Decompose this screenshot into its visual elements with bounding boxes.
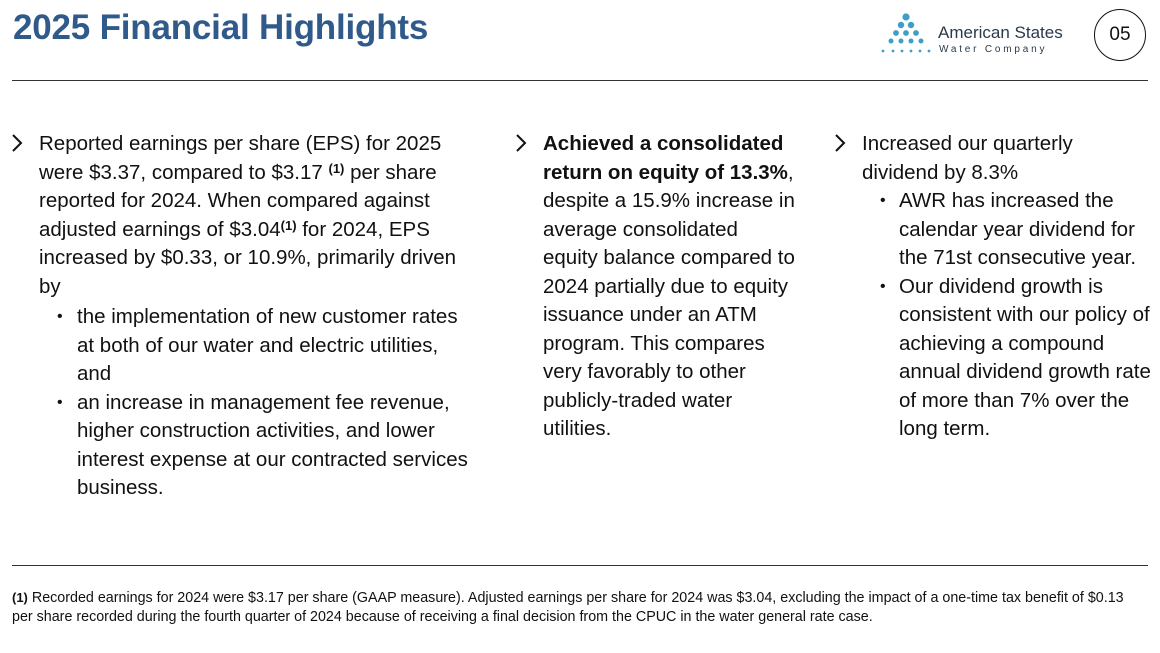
list-item-text: AWR has increased the calendar year divi… <box>899 189 1137 269</box>
eps-driver-list: • the implementation of new customer rat… <box>39 303 469 503</box>
logo-dots-icon <box>881 13 931 53</box>
list-item: • an increase in management fee revenue,… <box>39 389 469 503</box>
roe-bold-lead: Achieved a consolidated return on equity… <box>543 132 788 184</box>
bullet-dot-icon: • <box>57 308 63 325</box>
roe-text: Achieved a consolidated return on equity… <box>543 130 795 444</box>
company-logo: American States Water Company <box>880 12 1080 58</box>
list-item-text: an increase in management fee revenue, h… <box>77 390 468 500</box>
list-item-text: the implementation of new customer rates… <box>77 305 458 385</box>
list-item: • the implementation of new customer rat… <box>39 303 469 389</box>
footnote-marker: (1) <box>12 590 28 605</box>
page-number-badge: 05 <box>1094 9 1146 61</box>
eps-intro-part-c: for 2024, EPS increased by $0.33, or 10.… <box>39 217 457 298</box>
list-item: • Our dividend growth is consistent with… <box>862 273 1152 444</box>
eps-text-block: Reported earnings per share (EPS) for 20… <box>39 130 469 503</box>
dividend-text-block: Increased our quarterly dividend by 8.3%… <box>862 130 1152 444</box>
roe-rest: , despite a 15.9% increase in average co… <box>543 160 795 441</box>
bullet-dot-icon: • <box>880 277 886 295</box>
list-item-text: Our dividend growth is consistent with o… <box>899 274 1151 441</box>
dividend-intro: Increased our quarterly dividend by 8.3% <box>862 132 1073 184</box>
header-divider <box>12 80 1148 81</box>
chevron-right-icon <box>516 134 527 152</box>
bullet-dot-icon: • <box>880 192 886 209</box>
footnote-text: Recorded earnings for 2024 were $3.17 pe… <box>12 590 1124 625</box>
logo-name-line2: Water Company <box>939 44 1048 55</box>
dividend-point-list: • AWR has increased the calendar year di… <box>862 187 1152 444</box>
footnote: (1) Recorded earnings for 2024 were $3.1… <box>12 588 1148 627</box>
footnote-ref: (1) <box>280 217 297 233</box>
chevron-right-icon <box>835 134 846 152</box>
bullet-dot-icon: • <box>57 393 63 411</box>
eps-intro-part-a: Reported earnings per share (EPS) for 20… <box>39 132 442 184</box>
footnote-ref: (1) <box>328 160 345 176</box>
roe-text-block: Achieved a consolidated return on equity… <box>543 130 795 444</box>
list-item: • AWR has increased the calendar year di… <box>862 187 1152 273</box>
chevron-right-icon <box>12 134 23 152</box>
eps-intro: Reported earnings per share (EPS) for 20… <box>39 130 469 301</box>
logo-name-line1: American States <box>938 23 1063 42</box>
footer-divider <box>12 565 1148 566</box>
page-title: 2025 Financial Highlights <box>13 8 429 47</box>
eps-intro-part-b: per share reported for 2024. When compar… <box>39 160 437 241</box>
